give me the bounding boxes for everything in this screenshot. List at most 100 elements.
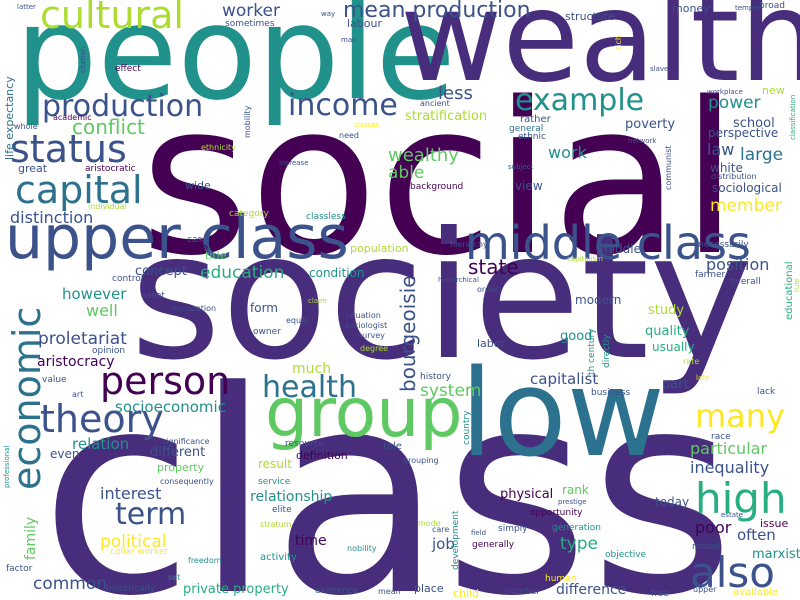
word: activity [260,552,297,563]
word: latter [17,3,36,11]
word: usually [652,340,695,354]
word: difference [556,582,627,598]
word: large [740,145,784,165]
word: good [560,329,593,344]
word: wide [185,179,211,192]
word: case [187,235,208,245]
word: asset [141,291,165,301]
word: person [100,359,231,403]
word: necessarily [698,240,749,250]
word: collar worker [110,547,169,557]
word: social [140,57,739,302]
word: stratification [405,109,488,124]
word: however [62,285,127,303]
word: consequently [160,477,214,486]
word: type [560,534,598,554]
word: mobility [243,105,252,138]
word: political [100,532,167,552]
word: aristocracy [37,354,115,370]
word: example [515,83,645,118]
word: generally [472,540,515,550]
word: ancient [420,99,450,108]
word: claim [308,297,327,305]
word: rank [562,483,589,497]
word: increase [279,159,309,167]
word: study [648,303,685,318]
word: survey [358,331,385,340]
word: ethnic [518,132,546,142]
word: whole [14,122,38,131]
word: member [710,196,782,216]
word: slave [650,65,669,73]
word: poverty [625,117,676,132]
word: need [339,131,359,140]
word: family [23,516,39,560]
word: position [706,255,770,274]
word: state [468,255,519,279]
word: many [695,397,785,435]
word: hierarchy [450,240,488,249]
word: factor [6,564,33,574]
word: physical [500,487,554,502]
word: sociologist [345,321,388,330]
word: man [341,36,357,44]
word: socioeconomic [115,398,226,416]
word: poor [695,518,732,537]
word: effect [115,64,141,74]
word: capitalism [567,255,603,263]
word: also [690,548,775,597]
word: temple [735,4,760,12]
word: classes [354,121,380,129]
word: relationship [250,489,333,505]
word: much [292,361,332,377]
word: form [250,301,278,315]
word: owner [253,327,281,337]
word: society [130,196,753,399]
word: work [548,143,587,162]
word: existence [315,586,359,596]
word: situation [346,311,381,320]
word: elite [272,505,292,515]
word: distribution [711,172,757,181]
word: cultural [40,0,184,37]
word: relation [72,435,130,453]
word: even [50,447,80,461]
word: middle [600,242,641,256]
word: money [672,2,710,15]
word: common [33,574,108,594]
word: order [477,285,499,294]
word: labour [347,17,383,30]
word: ethnicity [201,143,236,152]
word: opinion [92,346,126,356]
word: human [545,574,577,584]
word: modern [575,293,622,307]
word: business [591,388,631,398]
word: inequality [690,458,770,477]
word: condition [309,266,365,280]
word: low [460,345,665,484]
word: rather [520,114,551,125]
word: class [40,332,736,600]
word: place [414,582,444,595]
word: communist [664,145,673,190]
word: objective [605,550,647,560]
word: number [505,587,541,597]
word: general [509,124,544,134]
word: opportunity [530,508,583,518]
word: mean [378,587,401,596]
word: nobility [347,544,377,553]
word: interest [100,484,162,503]
word: th century [587,328,597,375]
word: education [200,263,285,283]
word: bourgeoisie [396,275,420,392]
word: sometimes [225,19,275,29]
word: mode [418,519,441,528]
word: freedom [188,556,222,565]
word: mean production [343,0,531,23]
word: rule [793,278,800,292]
word: concept [135,264,187,279]
word: role [383,441,402,452]
word: stratum [260,520,292,529]
word: well [86,301,118,320]
